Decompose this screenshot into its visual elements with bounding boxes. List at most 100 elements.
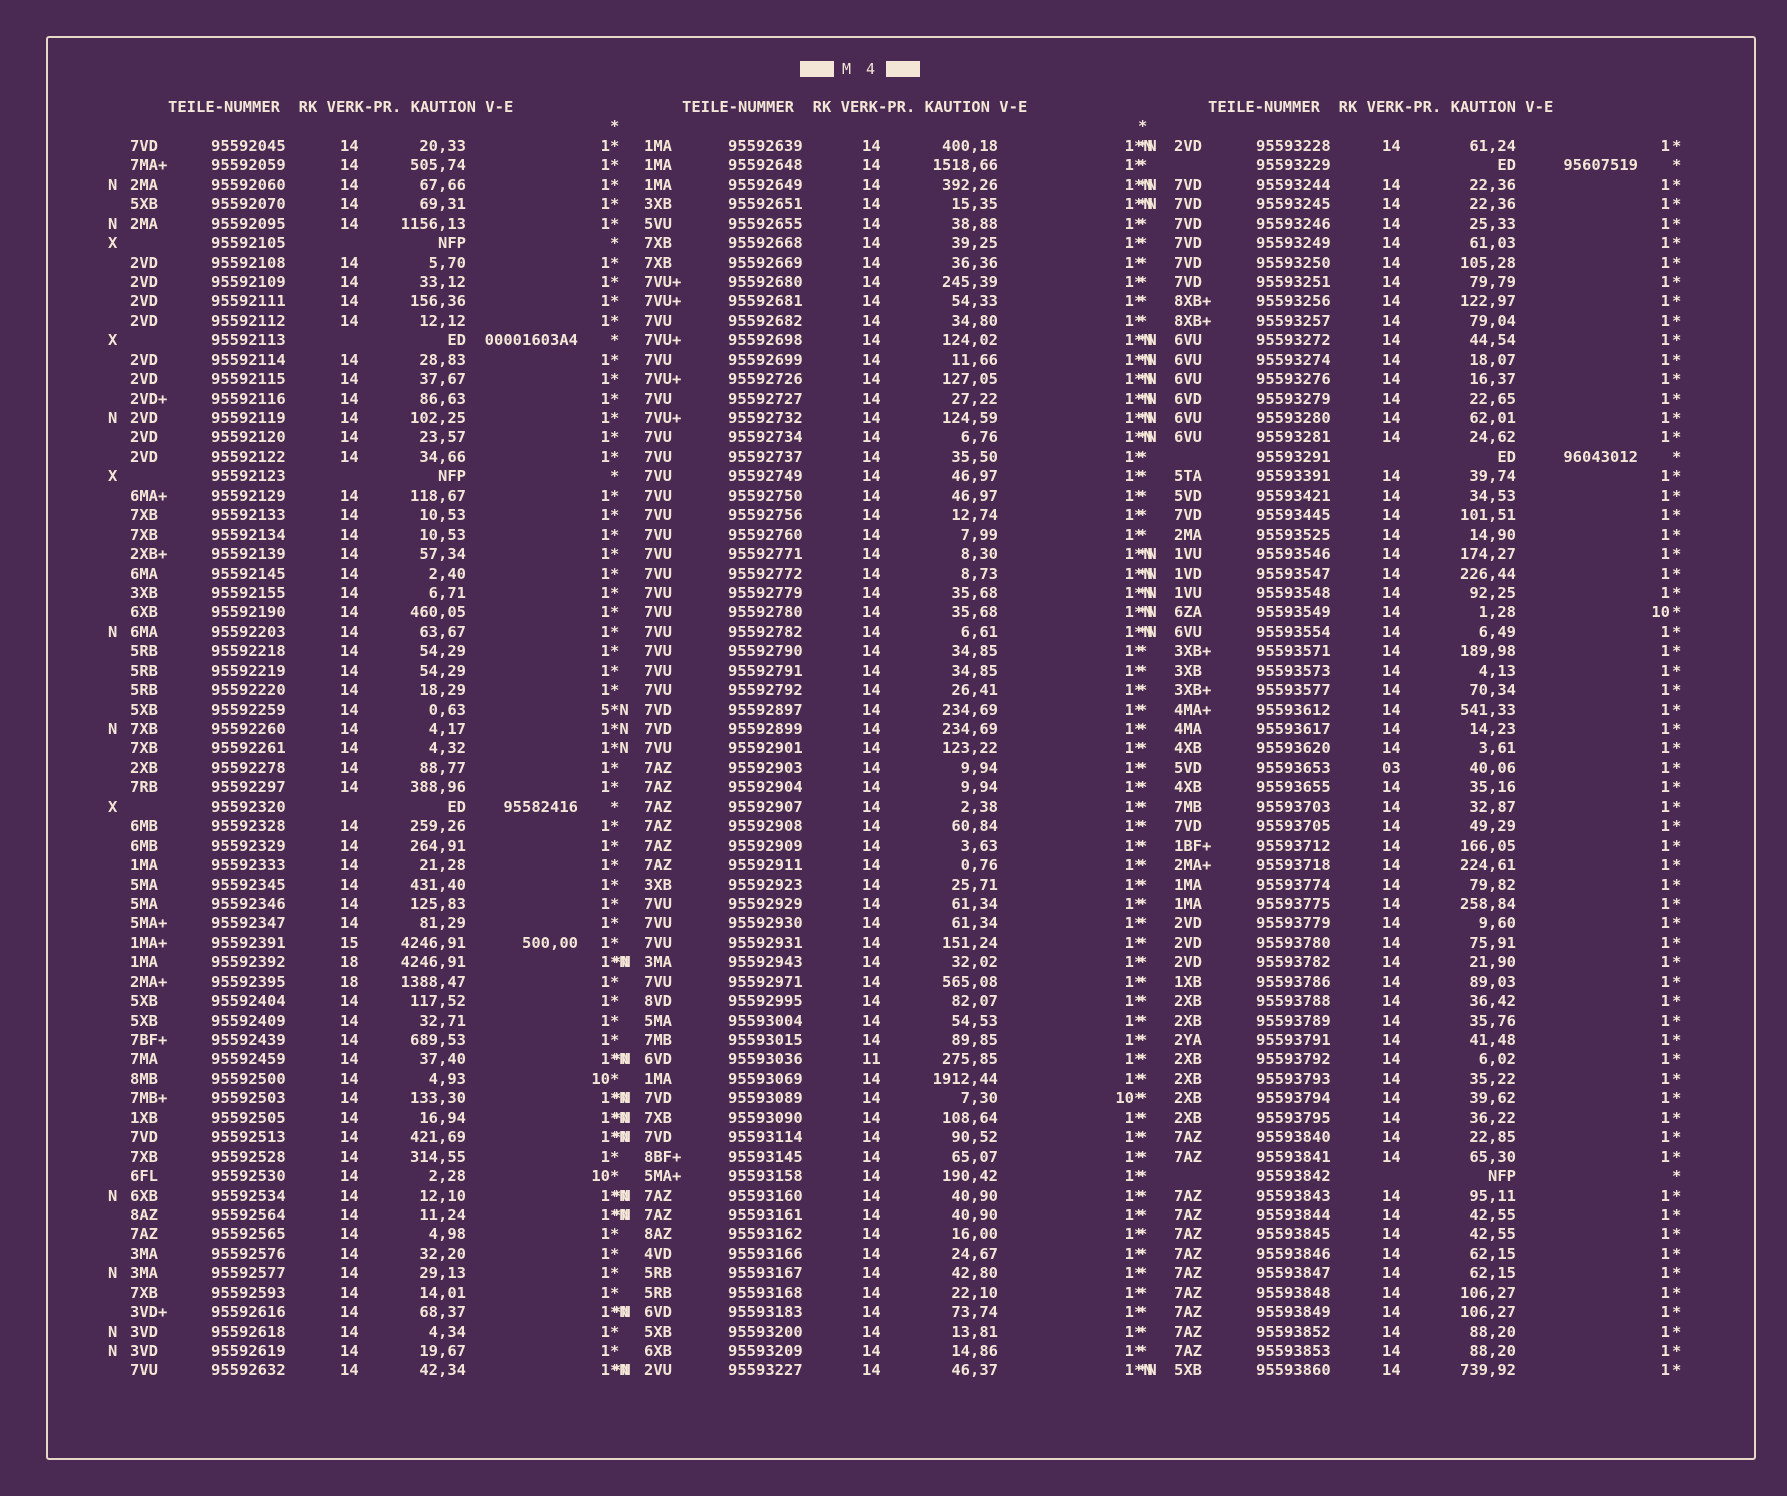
- sales-price: 6,71: [428, 583, 466, 602]
- sales-price: 11,66: [951, 350, 998, 369]
- unit: 1: [600, 622, 610, 641]
- table-row: 2VD 95592120 14 23,57 1 *: [108, 428, 638, 447]
- sales-price: 12,12: [419, 311, 466, 330]
- part-number: 95592911: [728, 856, 803, 875]
- row-marker: *N: [610, 739, 629, 758]
- table-row: *N 6VD 95593036 11 275,85 1 *: [612, 1050, 1143, 1069]
- row-code: 2VD: [130, 370, 158, 389]
- row-marker: *: [610, 642, 620, 661]
- table-row: 7VU 95592779 14 35,68 1 *N: [612, 583, 1153, 603]
- label-block-left: [800, 61, 834, 77]
- unit: 1: [1124, 1322, 1134, 1341]
- row-code: 5MA+: [644, 1167, 682, 1186]
- row-flag: X: [108, 797, 118, 816]
- unit: 1: [600, 778, 610, 797]
- row-code: 7VD: [644, 700, 672, 719]
- row-flag: *: [1138, 1128, 1148, 1147]
- part-number: 95593792: [1256, 1050, 1331, 1069]
- row-marker: *: [1672, 1303, 1682, 1322]
- table-row: 7VU 95592931 14 151,24 1 *: [612, 934, 1143, 953]
- table-row: * 7VD 95593250 14 105,28 1 *: [1138, 254, 1681, 273]
- row-code: 8XB+: [1174, 292, 1212, 311]
- row-code: 5TA: [1174, 467, 1202, 486]
- unit: 1: [600, 195, 610, 214]
- rk-code: 14: [1382, 292, 1401, 311]
- row-code: 5XB: [130, 195, 158, 214]
- row-flag: *N: [612, 1186, 631, 1205]
- row-flag: *N: [612, 953, 631, 972]
- unit: 10: [1651, 603, 1670, 622]
- row-code: 2XB+: [130, 545, 168, 564]
- table-row: * 4XB 95593620 14 3,61 1 *: [1138, 739, 1681, 758]
- sales-price: 35,68: [951, 583, 998, 602]
- part-number: 95592907: [728, 797, 803, 816]
- row-marker: *: [1672, 1128, 1682, 1147]
- rk-code: 14: [340, 875, 359, 894]
- row-code: 5RB: [644, 1283, 672, 1302]
- row-flag: *: [1138, 933, 1148, 952]
- row-flag: *N: [1138, 370, 1157, 389]
- unit: 1: [600, 214, 610, 233]
- part-number: 95593847: [1256, 1264, 1331, 1283]
- unit: 1: [1124, 428, 1134, 447]
- row-code: 7VD: [1174, 175, 1202, 194]
- row-marker: *: [1134, 1303, 1144, 1322]
- row-code: 7VU: [644, 739, 672, 758]
- unit: 1: [600, 525, 610, 544]
- table-row: X 95592113 ED 00001603A4 *: [108, 331, 638, 350]
- table-row: 2VD 95592111 14 156,36 1 *: [108, 292, 638, 311]
- unit: 1: [1124, 1205, 1134, 1224]
- row-marker: *: [1672, 933, 1682, 952]
- unit: 1: [1124, 720, 1134, 738]
- row-marker: *N: [610, 720, 629, 738]
- part-number: 95592681: [728, 292, 803, 311]
- table-row: 8AZ 95592564 14 11,24 1 *N: [108, 1206, 638, 1225]
- sales-price: 34,80: [951, 311, 998, 330]
- sales-price: 32,20: [419, 1244, 466, 1263]
- sales-price: 29,13: [419, 1264, 466, 1283]
- row-flag: *N: [1138, 622, 1157, 641]
- row-code: 4VD: [644, 1244, 672, 1263]
- rk-code: 14: [862, 195, 881, 214]
- column-top-marker: *: [108, 117, 638, 136]
- table-row: 7VU 95592756 14 12,74 1 *: [612, 506, 1143, 525]
- row-flag: *: [1138, 992, 1148, 1011]
- rk-code: 14: [1382, 409, 1401, 427]
- row-marker: *N: [1134, 428, 1153, 447]
- row-code: 7XB: [130, 720, 158, 738]
- unit: 1: [1660, 234, 1670, 253]
- row-marker: *: [610, 1225, 620, 1244]
- rk-code: 14: [862, 681, 881, 700]
- part-number: 95593145: [728, 1147, 803, 1166]
- sales-price: 67,66: [419, 175, 466, 194]
- sales-price: 314,55: [410, 1147, 466, 1166]
- row-flag: *N: [1138, 545, 1157, 564]
- table-row: 2MA+ 95592395 18 1388,47 1 *: [108, 973, 638, 992]
- row-code: 7VD: [1174, 214, 1202, 233]
- rk-code: 14: [1382, 681, 1401, 700]
- row-code: 2MA: [130, 175, 158, 194]
- part-number: 95592908: [728, 817, 803, 836]
- row-code: 1MA: [1174, 894, 1202, 913]
- part-number: 95593793: [1256, 1069, 1331, 1088]
- row-marker: *: [1134, 1205, 1144, 1224]
- row-flag: *: [1138, 914, 1148, 933]
- part-number: 95592145: [211, 564, 286, 583]
- sales-price: 106,27: [1460, 1283, 1516, 1302]
- row-flag: *N: [1138, 583, 1157, 602]
- row-code: 3XB+: [1174, 681, 1212, 700]
- unit: 1: [600, 1011, 610, 1030]
- row-code: 7VU: [644, 467, 672, 486]
- row-code: 1MA+: [130, 933, 168, 952]
- sales-price: 69,31: [419, 195, 466, 214]
- rk-code: 14: [1382, 311, 1401, 330]
- rk-code: 14: [340, 292, 359, 311]
- sales-price: NFP: [438, 234, 466, 253]
- row-marker: *: [610, 350, 620, 369]
- row-flag: *: [1138, 758, 1148, 777]
- unit: 1: [1660, 1225, 1670, 1244]
- table-row: 7MA+ 95592059 14 505,74 1 *: [108, 156, 638, 175]
- table-row: 1MA+ 95592391 15 4246,91 500,00 1 *: [108, 934, 638, 953]
- row-code: 2VD: [130, 409, 158, 427]
- row-flag: *: [1138, 681, 1148, 700]
